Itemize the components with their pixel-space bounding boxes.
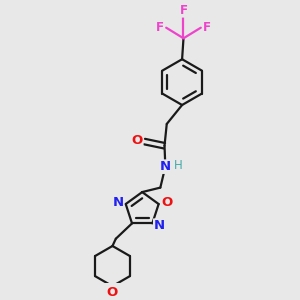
Text: O: O xyxy=(161,196,172,209)
Text: N: N xyxy=(154,219,165,232)
Text: F: F xyxy=(156,21,164,34)
Text: O: O xyxy=(107,286,118,299)
Text: N: N xyxy=(160,160,171,173)
Text: N: N xyxy=(112,196,124,209)
Text: H: H xyxy=(173,159,182,172)
Text: F: F xyxy=(179,4,188,17)
Text: O: O xyxy=(131,134,143,147)
Text: F: F xyxy=(203,21,211,34)
